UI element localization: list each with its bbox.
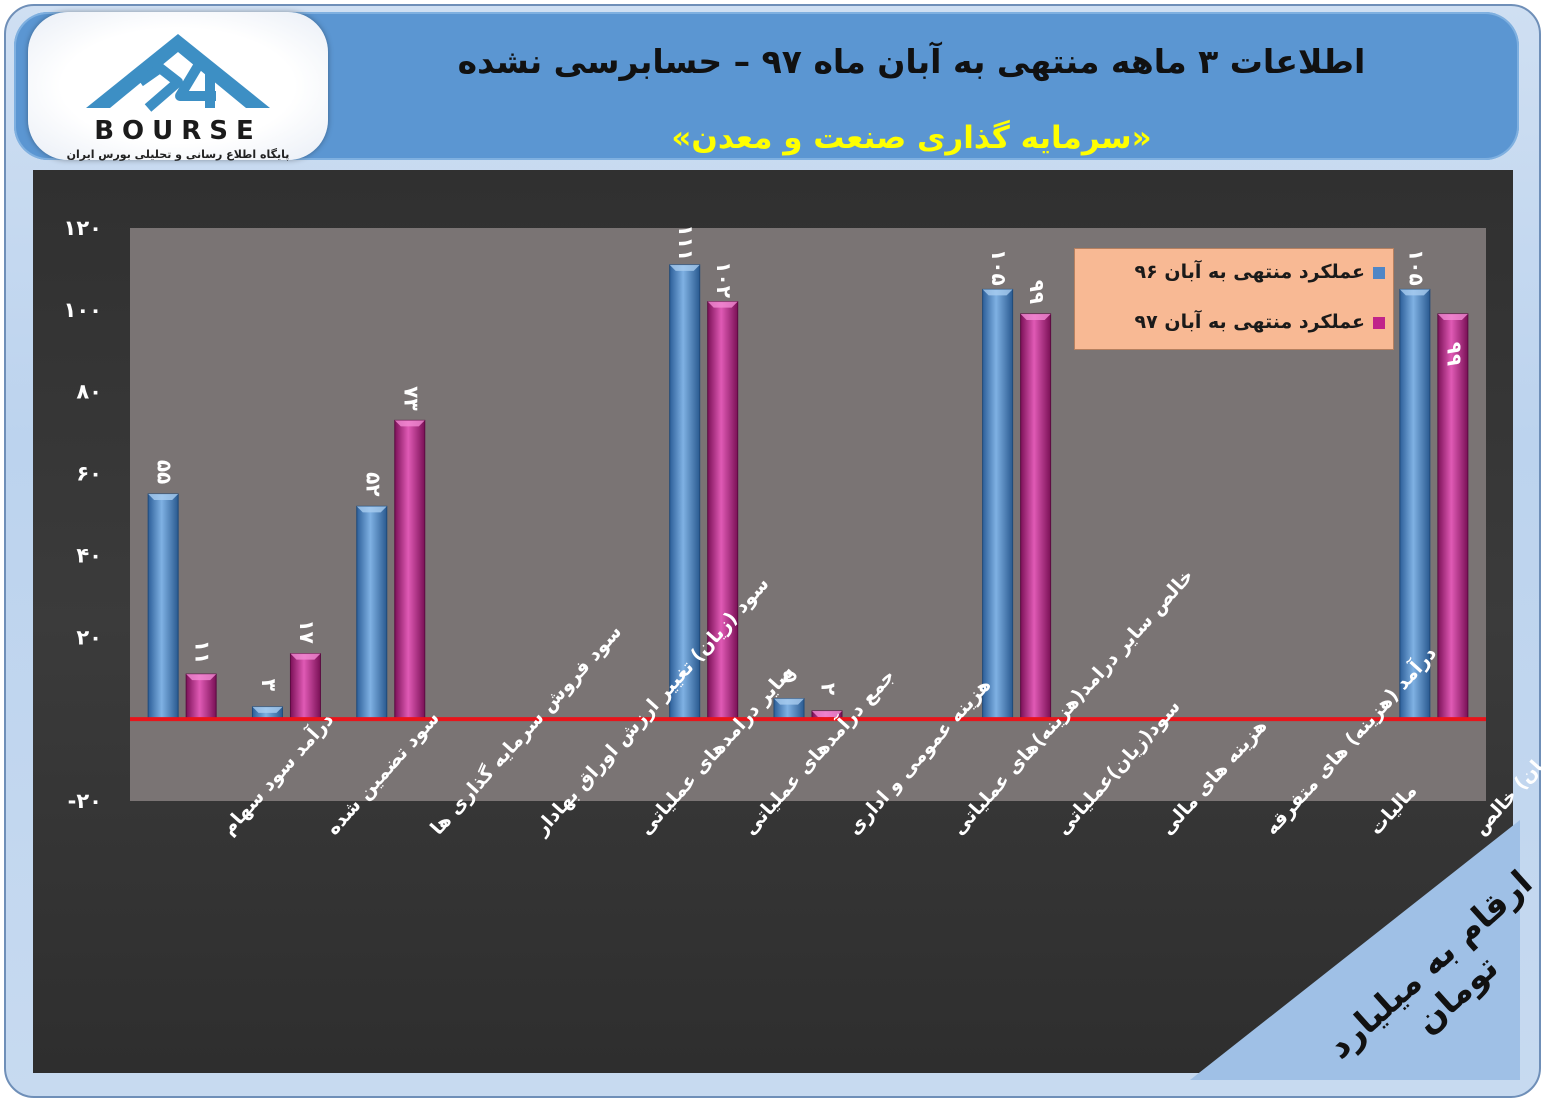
bar: [707, 301, 739, 720]
data-label: ۹۹: [1025, 280, 1049, 304]
data-label: ۳: [257, 679, 281, 691]
data-label: ۵۵: [153, 460, 177, 484]
bar: [982, 288, 1014, 720]
bar-bevel: [186, 674, 217, 681]
page-subtitle: «سرمایه گذاری صنعت و معدن»: [671, 120, 1152, 156]
y-tick-label: ۴۰: [76, 543, 102, 567]
bar: [1020, 313, 1052, 720]
bar: [356, 505, 388, 720]
data-label: ۱۱۱: [674, 225, 698, 262]
bar: [147, 493, 179, 720]
legend-swatch-97: [1373, 317, 1385, 329]
y-tick-label: ۱۲۰: [64, 216, 102, 240]
bar: [1437, 313, 1469, 720]
bar-bevel: [982, 289, 1013, 296]
data-label: ۱۷: [295, 619, 319, 643]
y-tick-label: -۲۰: [68, 789, 102, 813]
data-label: ۱۱: [191, 640, 215, 664]
data-label: ۱۰۲: [712, 261, 736, 298]
data-label: ۵۲: [361, 472, 385, 496]
bar-bevel: [669, 264, 700, 271]
bar-bevel: [1399, 289, 1430, 296]
data-label: ۱۰۵: [1404, 249, 1428, 286]
bar-bevel: [252, 706, 283, 713]
bar-bevel: [1437, 313, 1468, 320]
logo-tagline: پایگاه اطلاع رسانی و تحلیلی بورس ایران: [66, 148, 290, 161]
data-label: ۲: [817, 683, 841, 695]
logo-mark-icon: [86, 34, 270, 112]
y-tick-label: ۱۰۰: [64, 298, 102, 322]
bar-bevel: [148, 494, 179, 501]
bar: [185, 673, 217, 720]
legend-label-96: عملکرد منتهی به آبان ۹۶: [1134, 261, 1365, 283]
bar-bevel: [290, 653, 321, 660]
bar-bevel: [774, 698, 804, 705]
y-tick-label: ۲۰: [76, 625, 102, 649]
y-tick-label: ۸۰: [76, 380, 102, 404]
data-label: ۱۰۵: [987, 249, 1011, 286]
legend-swatch-96: [1373, 267, 1385, 279]
legend-label-97: عملکرد منتهی به آبان ۹۷: [1134, 311, 1365, 333]
data-label: ۹۹: [1442, 342, 1466, 366]
bar: [394, 419, 426, 720]
units-ribbon: [1190, 820, 1520, 1080]
bourse24-logo: BOURSE پایگاه اطلاع رسانی و تحلیلی بورس …: [28, 12, 328, 161]
bar: [289, 653, 321, 720]
data-label: ۵: [779, 671, 803, 683]
chart-legend: عملکرد منتهی به آبان ۹۶ عملکرد منتهی به …: [1074, 248, 1394, 350]
logo-wordmark: BOURSE: [94, 116, 262, 146]
y-tick-label: ۶۰: [76, 462, 102, 486]
bar: [1399, 288, 1431, 720]
bar-bevel: [812, 710, 842, 717]
bar-bevel: [356, 506, 387, 513]
bar-bevel: [1020, 313, 1051, 320]
bar-bevel: [394, 420, 425, 427]
page-title: اطلاعات ۳ ماهه منتهی به آبان ماه ۹۷ – حس…: [457, 42, 1366, 81]
data-label: ۷۳: [399, 386, 423, 410]
bar-bevel: [707, 301, 738, 308]
